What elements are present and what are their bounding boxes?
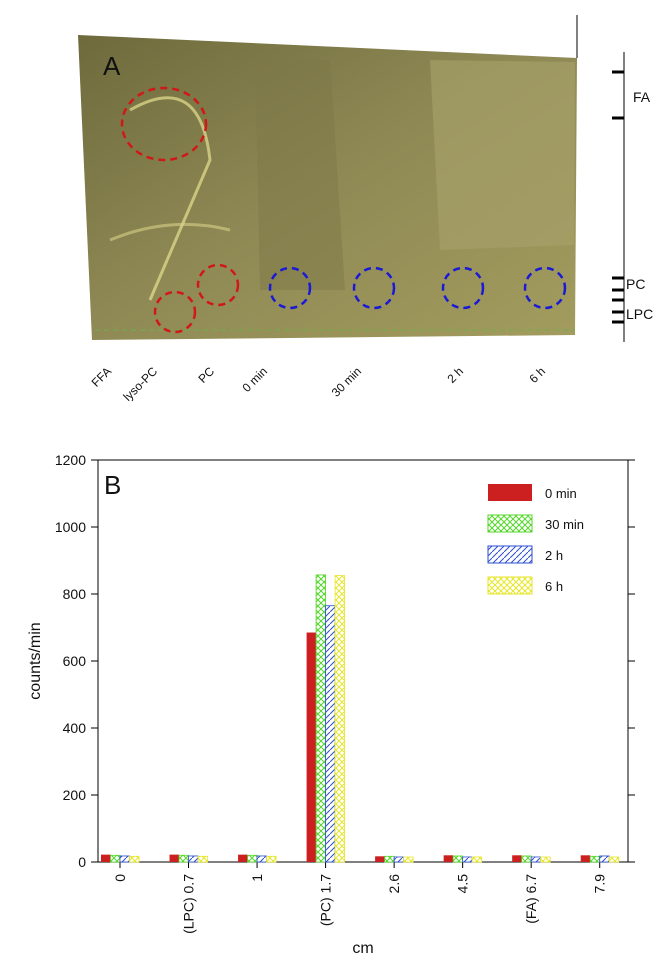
bar: [600, 856, 610, 862]
bar: [316, 575, 326, 862]
band-label: FA: [633, 89, 651, 105]
y-tick-label: 1000: [55, 519, 86, 535]
bar: [257, 856, 267, 862]
legend-label: 30 min: [545, 517, 584, 532]
x-axis-label: cm: [352, 940, 373, 957]
bar: [531, 857, 541, 862]
y-axis-label: counts/min: [27, 622, 44, 699]
bar: [130, 856, 140, 862]
lane-label: PC: [195, 364, 217, 386]
bar: [198, 856, 208, 862]
y-tick-label: 600: [63, 653, 87, 669]
x-tick-label: (LPC) 0.7: [181, 874, 197, 934]
bar: [307, 633, 317, 862]
bar: [238, 855, 248, 862]
x-tick-label: 1: [249, 874, 265, 882]
legend-swatch: [488, 577, 532, 594]
bar: [590, 856, 600, 862]
bar: [170, 855, 180, 862]
bar: [541, 857, 551, 862]
bar: [101, 855, 111, 862]
y-tick-label: 400: [63, 720, 87, 736]
bar: [248, 855, 257, 862]
bar: [267, 856, 277, 862]
x-tick-label: 2.6: [386, 874, 402, 894]
bar: [394, 857, 404, 862]
lane-label: lyso-PC: [121, 364, 161, 404]
bar: [385, 856, 395, 862]
legend-swatch: [488, 515, 532, 532]
lane-label: 2 h: [444, 364, 466, 386]
lane-label: 6 h: [526, 364, 548, 386]
legend-label: 0 min: [545, 486, 577, 501]
bar: [609, 857, 619, 862]
band-label: LPC: [626, 306, 653, 322]
lane-label: FFA: [89, 364, 114, 389]
plate-photo: [78, 15, 624, 342]
y-tick-label: 1200: [55, 452, 86, 468]
bar: [581, 855, 591, 862]
bar: [404, 857, 414, 862]
x-tick-label: 7.9: [592, 874, 608, 894]
figure: A FA PC LPC FFA lyso-PC PC 0 min 30 min 2 h 6 …: [0, 0, 663, 962]
bar: [179, 855, 189, 862]
bar: [375, 856, 385, 862]
legend-label: 2 h: [545, 548, 563, 563]
y-tick-label: 200: [63, 787, 87, 803]
panel-label: B: [104, 470, 121, 500]
lane-labels: FFA lyso-PC PC 0 min 30 min 2 h 6 h: [89, 364, 548, 404]
legend-swatch: [488, 546, 532, 563]
bar: [463, 857, 473, 862]
x-tick-label: 4.5: [455, 874, 471, 894]
bar: [522, 856, 532, 862]
bar: [120, 856, 130, 862]
band-label: PC: [626, 276, 645, 292]
lane-label: 30 min: [329, 364, 364, 399]
panel-label: A: [103, 51, 121, 81]
bar: [335, 576, 345, 862]
bar: [472, 857, 482, 862]
bar: [189, 856, 199, 862]
x-tick-label: 0: [112, 874, 128, 882]
y-tick-label: 0: [78, 854, 86, 870]
bar: [453, 856, 463, 862]
y-tick-label: 800: [63, 586, 87, 602]
bar: [512, 855, 522, 862]
lane-label: 0 min: [239, 364, 270, 395]
bar: [111, 855, 121, 862]
x-tick-label: (FA) 6.7: [523, 874, 539, 924]
legend-swatch: [488, 484, 532, 501]
bar: [326, 606, 336, 862]
x-tick-label: (PC) 1.7: [318, 874, 334, 926]
bar: [444, 855, 454, 862]
legend-label: 6 h: [545, 579, 563, 594]
